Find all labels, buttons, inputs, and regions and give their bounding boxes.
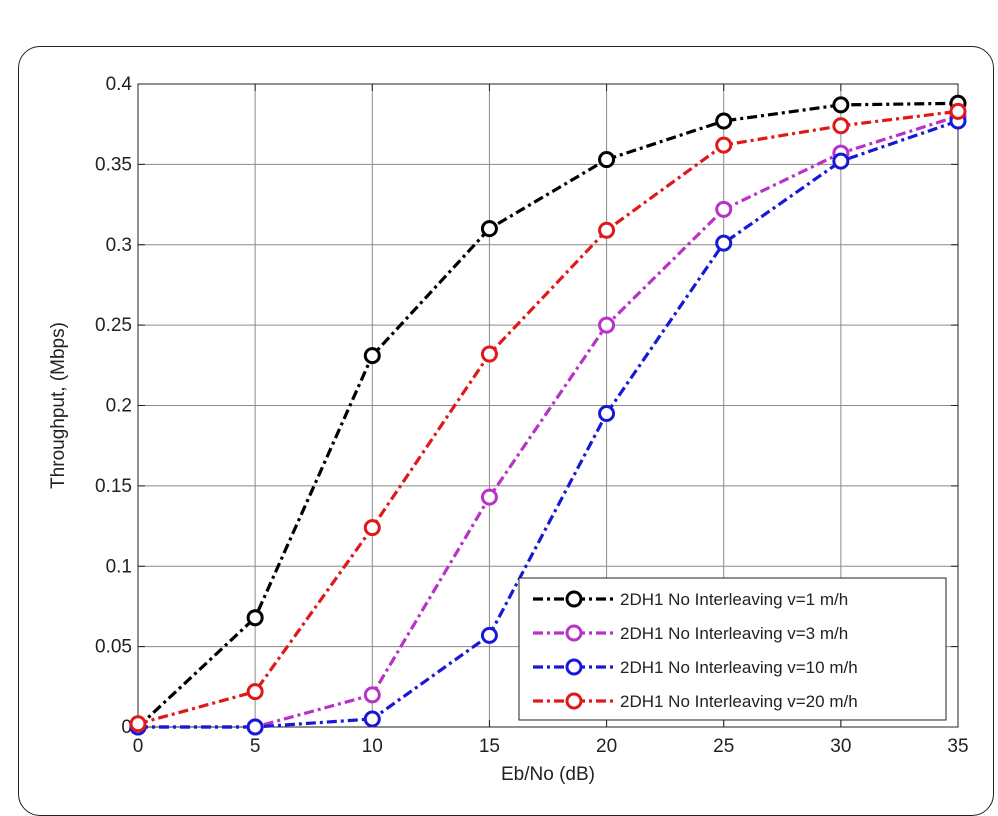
legend-label: 2DH1 No Interleaving v=3 m/h	[620, 624, 848, 643]
legend-label: 2DH1 No Interleaving v=1 m/h	[620, 590, 848, 609]
data-point	[246, 683, 264, 701]
legend-entry: 2DH1 No Interleaving v=10 m/h	[533, 658, 858, 677]
x-tick-label: 30	[830, 736, 851, 757]
data-point	[363, 686, 381, 704]
legend-label: 2DH1 No Interleaving v=20 m/h	[620, 692, 858, 711]
data-point	[246, 609, 264, 627]
data-point	[715, 200, 733, 218]
data-point	[363, 519, 381, 537]
data-point	[480, 345, 498, 363]
x-tick-label: 25	[713, 736, 734, 757]
legend-marker	[565, 624, 583, 642]
y-tick-label: 0.4	[106, 74, 133, 95]
legend-box	[518, 577, 947, 721]
data-point	[246, 718, 264, 736]
data-point	[949, 102, 967, 120]
data-point	[598, 316, 616, 334]
data-point	[480, 220, 498, 238]
y-tick-label: 0.15	[95, 476, 132, 497]
y-tick-label: 0.1	[106, 556, 132, 577]
legend-marker	[565, 590, 583, 608]
data-point	[480, 488, 498, 506]
x-tick-label: 15	[479, 736, 500, 757]
x-tick-label: 20	[596, 736, 617, 757]
legend-label: 2DH1 No Interleaving v=10 m/h	[620, 658, 858, 677]
data-point	[832, 96, 850, 114]
data-point	[363, 710, 381, 728]
y-tick-label: 0.3	[106, 235, 132, 256]
data-point	[598, 151, 616, 169]
y-tick-label: 0	[121, 717, 132, 738]
y-tick-label: 0.25	[95, 315, 132, 336]
data-point	[480, 626, 498, 644]
x-tick-label: 35	[947, 736, 968, 757]
data-point	[715, 112, 733, 130]
x-tick-label: 10	[362, 736, 383, 757]
series-1	[129, 94, 967, 736]
data-point	[832, 152, 850, 170]
x-tick-label: 5	[250, 736, 261, 757]
x-axis-label: Eb/No (dB)	[501, 764, 595, 785]
x-tick-label: 0	[133, 736, 144, 757]
legend-marker	[565, 658, 583, 676]
legend-marker	[565, 692, 583, 710]
y-tick-label: 0.05	[95, 637, 132, 658]
axis-ticks: 0 5 10 15 20 25 30 35 0 0.05 0.1 0.15 0.2 0.25 0.3 0.35…	[95, 74, 969, 757]
series-line	[138, 114, 959, 729]
y-tick-label: 0.2	[106, 396, 132, 417]
data-point	[832, 117, 850, 135]
data-point	[598, 405, 616, 423]
legend: 2DH1 No Interleaving v=1 m/h 2DH1 No Inte…	[518, 577, 947, 721]
series-line	[136, 101, 959, 729]
data-point	[363, 347, 381, 365]
data-point	[715, 136, 733, 154]
legend-entry: 2DH1 No Interleaving v=3 m/h	[533, 624, 848, 643]
data-point	[598, 221, 616, 239]
legend-entry: 2DH1 No Interleaving v=20 m/h	[533, 692, 858, 711]
y-axis-label: Throughput, (Mbps)	[48, 322, 69, 489]
y-tick-label: 0.35	[95, 154, 132, 175]
legend-entry: 2DH1 No Interleaving v=1 m/h	[533, 590, 848, 609]
data-point	[129, 715, 147, 733]
series-line	[137, 109, 959, 726]
data-point	[715, 234, 733, 252]
series-4	[129, 102, 967, 733]
series-lines	[129, 94, 967, 736]
